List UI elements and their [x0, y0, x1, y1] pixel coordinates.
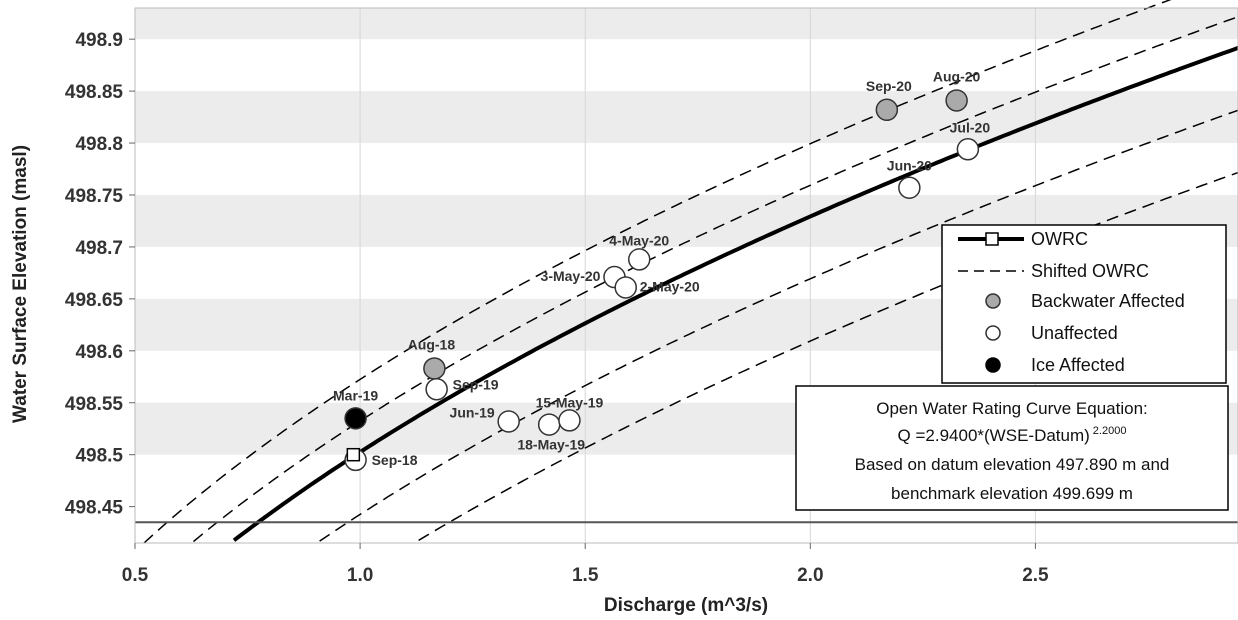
plot-frame [134, 7, 1238, 544]
shifted-owrc-curve [319, 109, 1238, 542]
data-point-unaffected [614, 276, 637, 299]
x-axis-title: Discharge (m^3/s) [604, 595, 768, 616]
y-tick-label: 498.9 [75, 30, 123, 51]
legend-backwater-circle-icon [985, 293, 1001, 309]
legend-label-backwater: Backwater Affected [1031, 291, 1185, 311]
shifted-owrc-curve [418, 171, 1238, 542]
point-label: Sep-18 [372, 452, 418, 468]
legend-unaffected-circle-icon [985, 325, 1001, 341]
grid-band [135, 91, 1238, 144]
data-point-unaffected [956, 138, 980, 161]
point-label: Aug-20 [933, 68, 981, 84]
point-label: Aug-18 [408, 336, 456, 352]
legend-ice-circle-icon [985, 357, 1001, 373]
equation-line-3: Based on datum elevation 497.890 m and [855, 455, 1170, 474]
y-tick-label: 498.55 [65, 394, 124, 415]
legend-owrc-square-icon [985, 232, 999, 246]
y-tick-label: 498.65 [65, 290, 124, 311]
data-point-unaffected [627, 248, 651, 271]
legend-box [941, 224, 1227, 384]
point-label: Jun-19 [450, 404, 495, 420]
equation-exponent: 2.2000 [1093, 425, 1127, 437]
curves-layer [143, 0, 1238, 544]
points-layer [344, 89, 980, 472]
equation-line-4: benchmark elevation 499.699 m [891, 484, 1133, 503]
y-tick-label: 498.8 [75, 134, 123, 155]
y-tick-label: 498.6 [75, 342, 123, 363]
grid-band [135, 8, 1238, 40]
legend-label-owrc: OWRC [1031, 229, 1088, 249]
x-tick-label: 1.5 [572, 565, 599, 586]
point-label: 2-May-20 [640, 278, 700, 294]
point-label: Sep-20 [866, 78, 912, 94]
point-label: Sep-19 [453, 376, 499, 392]
data-point-unaffected [898, 176, 921, 199]
data-point-unaffected [497, 410, 520, 433]
data-point-unaffected [425, 378, 448, 401]
point-label: 15-May-19 [536, 394, 604, 410]
data-point-unaffected [537, 413, 561, 436]
x-tick-label: 2.5 [1022, 565, 1049, 586]
data-point-backwater [945, 89, 968, 112]
equation-formula: Q =2.9400*(WSE-Datum) [898, 426, 1090, 445]
legend-label-shifted: Shifted OWRC [1031, 261, 1149, 281]
axes-layer: 498.45 498.5 498.55 498.6 498.65 498.7 498.75 4… [65, 30, 1049, 586]
equation-box-frame [795, 385, 1229, 511]
shifted-owrc-curve [193, 16, 1238, 543]
x-tick-label: 2.0 [797, 565, 823, 586]
x-tick-label: 0.5 [122, 565, 149, 586]
legend-label-ice: Ice Affected [1031, 355, 1125, 375]
y-tick-label: 498.85 [65, 82, 124, 103]
point-label: 3-May-20 [541, 268, 601, 284]
x-tick-label: 1.0 [347, 565, 373, 586]
point-label: 18-May-19 [517, 437, 585, 453]
point-label: Jun-20 [887, 158, 932, 174]
point-label: Mar-19 [333, 387, 378, 403]
equation-box: Open Water Rating Curve Equation: Q =2.9… [795, 385, 1229, 511]
owrc-square-marker [346, 447, 361, 462]
data-point-backwater [423, 357, 446, 380]
point-label: 4-May-20 [609, 232, 669, 248]
point-label: Jul-20 [950, 119, 991, 135]
owrc-curve [232, 45, 1238, 542]
y-tick-label: 498.7 [75, 238, 123, 259]
y-tick-label: 498.5 [75, 446, 123, 467]
equation-line-1: Open Water Rating Curve Equation: [876, 399, 1148, 418]
equation-line-2: Q =2.9400*(WSE-Datum) 2.2000 [898, 425, 1127, 445]
y-tick-label: 498.75 [65, 186, 124, 207]
legend: OWRC Shifted OWRC Backwater Affected Una… [941, 224, 1227, 384]
y-axis-title: Water Surface Elevation (masl) [10, 145, 31, 423]
y-tick-label: 498.45 [65, 498, 124, 519]
point-labels-layer: Mar-19 Sep-18 Aug-18 Sep-19 Jun-19 18-May-19 1… [333, 68, 990, 467]
data-point-backwater [875, 98, 899, 122]
data-point-unaffected [558, 409, 581, 432]
data-point-ice [344, 407, 367, 430]
legend-label-unaffected: Unaffected [1031, 323, 1118, 343]
shifted-owrc-curve [143, 0, 1172, 544]
